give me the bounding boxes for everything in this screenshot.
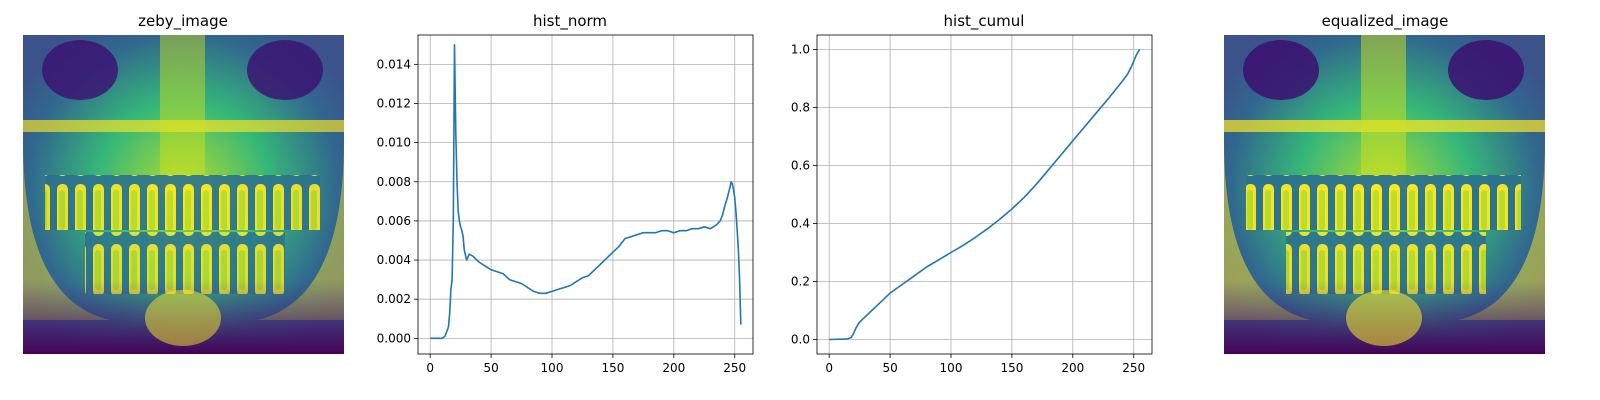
series-line-hist-norm: [430, 44, 742, 340]
xray-image-equalized: [1224, 35, 1545, 354]
y-tick-label: 0.000: [377, 331, 411, 345]
grid-hist-cumul: [817, 35, 1152, 354]
x-tick-label: 100: [541, 361, 564, 375]
x-tick-label: 200: [1061, 361, 1084, 375]
ticks-hist-norm: 0 50 100 150 200 250 0.000 0.002 0.004 0.006 0.008…: [377, 57, 747, 375]
y-tick-label: 0.6: [791, 159, 810, 173]
y-tick-label: 0.008: [377, 175, 411, 189]
x-tick-label: 150: [1000, 361, 1023, 375]
x-tick-label: 0: [825, 361, 833, 375]
panel-title-original: zeby_image: [138, 12, 228, 31]
axes-frame-hist-norm: [417, 34, 754, 355]
x-tick-label: 0: [426, 361, 434, 375]
y-tick-label: 0.006: [377, 214, 411, 228]
series-line-hist-cumul: [829, 49, 1141, 341]
image-panel-original: zeby_image: [23, 12, 344, 354]
y-tick-label: 0.002: [377, 292, 411, 306]
x-tick-label: 250: [1122, 361, 1145, 375]
x-tick-label: 50: [483, 361, 498, 375]
y-tick-label: 0.0: [791, 333, 810, 347]
grid-hist-norm: [418, 35, 753, 354]
image-panel-equalized: equalized_image: [1224, 12, 1545, 354]
x-tick-label: 200: [662, 361, 685, 375]
y-tick-label: 0.010: [377, 136, 411, 150]
axes-frame-hist-cumul: [816, 34, 1153, 355]
chart-title-hist-norm: hist_norm: [533, 12, 607, 31]
x-tick-label: 150: [601, 361, 624, 375]
y-tick-label: 1.0: [791, 43, 810, 57]
y-tick-label: 0.2: [791, 275, 810, 289]
x-tick-label: 250: [723, 361, 746, 375]
ticks-hist-cumul: 0 50 100 150 200 250 0.0 0.2 0.4 0.6 0.8 1.0: [791, 43, 1145, 376]
x-tick-label: 100: [940, 361, 963, 375]
xray-image-original: [23, 35, 344, 354]
y-tick-label: 0.012: [377, 96, 411, 110]
y-tick-label: 0.4: [791, 217, 810, 231]
x-tick-label: 50: [882, 361, 897, 375]
y-tick-label: 0.8: [791, 101, 810, 115]
chart-hist-cumul: hist_cumul 0 50 100 150 200 250 0.0 0.2 0.4 0.6 0.…: [791, 12, 1153, 376]
panel-title-equalized: equalized_image: [1322, 12, 1449, 31]
chart-hist-norm: hist_norm 0 50 100 150 200 250 0.000 0.002 0.004…: [377, 12, 754, 375]
y-tick-label: 0.004: [377, 253, 411, 267]
y-tick-label: 0.014: [377, 57, 411, 71]
chart-title-hist-cumul: hist_cumul: [944, 12, 1025, 31]
